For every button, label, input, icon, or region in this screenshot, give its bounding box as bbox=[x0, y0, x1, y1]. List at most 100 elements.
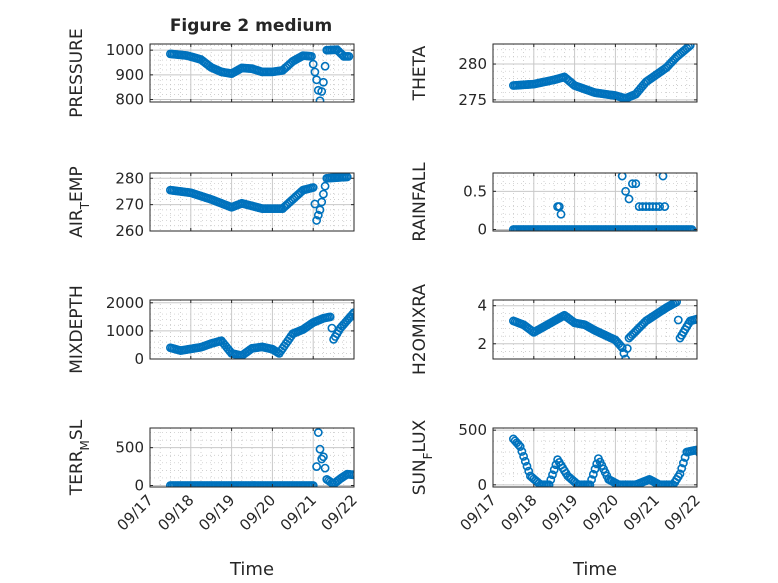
x-tick-label: 09/19 bbox=[195, 491, 238, 534]
y-tick-label: 2 bbox=[477, 335, 487, 353]
y-tick-label: 900 bbox=[115, 66, 144, 84]
figure-title: Figure 2 medium bbox=[170, 16, 332, 36]
y-axis-label: TERRMSL bbox=[67, 419, 92, 496]
data-point bbox=[356, 319, 363, 326]
subplot-pressure: 800 900 1000 PRESSURE bbox=[67, 28, 355, 118]
data-point bbox=[672, 300, 681, 307]
y-tick-label: 500 bbox=[115, 439, 144, 457]
data-point bbox=[514, 440, 523, 450]
data-point bbox=[312, 462, 321, 471]
x-tick-label: 09/20 bbox=[579, 491, 622, 534]
series-points bbox=[165, 173, 352, 225]
data-point bbox=[317, 197, 327, 207]
data-point bbox=[320, 463, 330, 473]
data-point bbox=[692, 314, 697, 324]
data-point bbox=[670, 300, 680, 308]
series-points bbox=[509, 173, 697, 231]
data-point bbox=[655, 202, 664, 211]
y-axis-label: MIXDEPTH bbox=[67, 285, 87, 374]
data-point bbox=[517, 447, 527, 456]
data-point bbox=[312, 216, 321, 225]
data-point bbox=[308, 481, 318, 487]
y-tick-label: 0 bbox=[477, 220, 487, 238]
y-axis-label: PRESSURE bbox=[67, 28, 87, 117]
data-point bbox=[544, 480, 554, 487]
subplot-air-temp: 260 270 280 AIRTEMP bbox=[67, 166, 355, 240]
data-point bbox=[307, 51, 316, 61]
data-point bbox=[556, 209, 566, 219]
axes-border bbox=[149, 427, 355, 488]
subplot-terr-msl: 0 500 TERRMSL 09/1709/1809/1909/2009/2109/2… bbox=[67, 419, 361, 580]
data-point bbox=[622, 344, 632, 353]
data-point bbox=[694, 447, 697, 457]
data-point bbox=[353, 316, 354, 322]
x-tick-label: 09/17 bbox=[457, 491, 500, 534]
series-points bbox=[165, 45, 354, 102]
data-point bbox=[315, 96, 325, 102]
data-point bbox=[685, 44, 695, 50]
data-point bbox=[587, 475, 596, 484]
data-point bbox=[357, 322, 364, 329]
subplot-grid: 800 900 1000 PRESSURE 275 280 THETA 260 270 280 AI… bbox=[67, 28, 704, 580]
axes-border bbox=[492, 427, 698, 488]
x-tick-label: 09/20 bbox=[236, 491, 279, 534]
y-tick-label: 4 bbox=[477, 297, 487, 315]
data-point bbox=[351, 311, 354, 320]
data-point bbox=[590, 464, 600, 474]
y-axis-label: THETA bbox=[410, 45, 430, 101]
data-point bbox=[617, 343, 627, 352]
data-point bbox=[315, 205, 325, 215]
y-tick-label: 1000 bbox=[106, 41, 144, 59]
data-point bbox=[677, 464, 687, 473]
data-point bbox=[546, 475, 556, 485]
y-tick-label: 0 bbox=[477, 476, 487, 494]
x-tick-label: 09/18 bbox=[154, 491, 197, 534]
x-tick-label: 09/21 bbox=[277, 491, 320, 534]
x-tick-label: 09/18 bbox=[497, 491, 540, 534]
y-tick-label: 280 bbox=[115, 169, 144, 187]
axes-border bbox=[492, 172, 698, 232]
data-point bbox=[318, 77, 328, 87]
y-tick-label: 0.5 bbox=[463, 182, 487, 200]
subplot-rainfall: 0 0.5 RAINFALL bbox=[410, 162, 698, 242]
data-point bbox=[318, 189, 328, 199]
y-tick-label: 0 bbox=[134, 350, 144, 368]
series-points bbox=[509, 44, 695, 102]
data-point bbox=[315, 444, 325, 454]
data-point bbox=[673, 315, 683, 325]
axes-border bbox=[492, 43, 698, 103]
y-tick-label: 270 bbox=[115, 196, 144, 214]
data-point bbox=[549, 465, 559, 475]
data-point bbox=[675, 469, 685, 479]
data-point bbox=[308, 183, 318, 192]
data-point bbox=[515, 442, 525, 451]
subplot-theta: 275 280 THETA bbox=[410, 43, 698, 109]
data-point bbox=[588, 469, 598, 479]
axes-border bbox=[149, 299, 355, 360]
data-point bbox=[548, 470, 557, 480]
data-point bbox=[679, 458, 688, 468]
y-tick-label: 275 bbox=[458, 91, 487, 109]
x-axis-label: Time bbox=[572, 559, 617, 580]
data-point bbox=[617, 173, 627, 181]
y-tick-label: 260 bbox=[115, 222, 144, 240]
y-tick-label: 500 bbox=[458, 421, 487, 439]
y-axis-label: RAINFALL bbox=[410, 162, 430, 242]
data-point bbox=[325, 312, 335, 322]
y-axis-label: AIRTEMP bbox=[67, 166, 92, 237]
x-tick-label: 09/22 bbox=[318, 491, 361, 534]
data-point bbox=[660, 202, 670, 211]
data-point bbox=[628, 179, 637, 189]
axes-border bbox=[149, 43, 355, 103]
data-point bbox=[651, 202, 661, 211]
y-tick-label: 280 bbox=[458, 55, 487, 73]
series-points bbox=[165, 308, 364, 359]
data-point bbox=[520, 456, 530, 466]
data-point bbox=[624, 194, 634, 204]
y-tick-label: 800 bbox=[115, 91, 144, 109]
data-point bbox=[308, 59, 318, 69]
data-point bbox=[658, 173, 668, 181]
data-point bbox=[696, 451, 697, 458]
data-point bbox=[320, 181, 330, 191]
